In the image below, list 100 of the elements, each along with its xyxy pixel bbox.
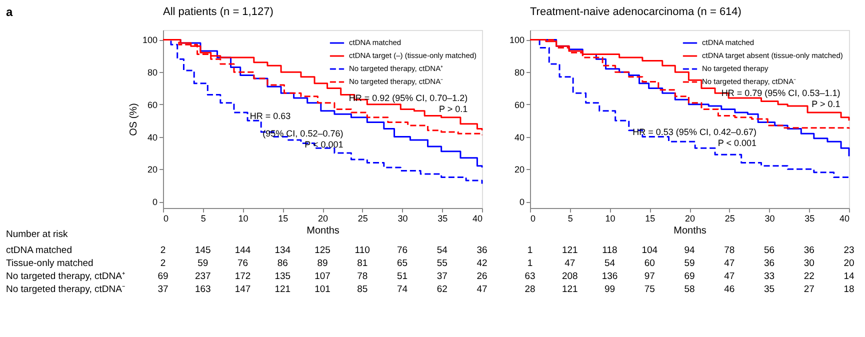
text: 60 bbox=[644, 258, 655, 269]
text: 36 bbox=[764, 258, 775, 269]
text: 54 bbox=[604, 258, 616, 269]
text: 69 bbox=[158, 271, 168, 282]
text: 78 bbox=[357, 271, 368, 282]
text: 121 bbox=[274, 284, 291, 295]
text: 172 bbox=[234, 271, 251, 282]
x-tick-label: 20 bbox=[684, 214, 696, 224]
text: 144 bbox=[234, 245, 251, 256]
annotation: HR = 0.63 bbox=[250, 110, 291, 121]
text: 47 bbox=[724, 258, 735, 269]
y-tick-label: 0 bbox=[519, 197, 524, 208]
text: 42 bbox=[476, 258, 488, 269]
text: 85 bbox=[357, 284, 368, 295]
x-tick-label: 15 bbox=[645, 214, 656, 224]
text: 58 bbox=[684, 284, 695, 295]
text: 1 bbox=[527, 258, 533, 269]
x-tick-label: 0 bbox=[530, 214, 536, 224]
text: 76 bbox=[396, 245, 408, 256]
text: 62 bbox=[436, 284, 448, 295]
text: 134 bbox=[274, 245, 291, 256]
text: 18 bbox=[844, 284, 854, 295]
y-tick-label: 100 bbox=[142, 35, 158, 46]
text: 59 bbox=[684, 258, 695, 269]
y-axis-title: OS (%) bbox=[128, 103, 140, 136]
text: 23 bbox=[844, 245, 854, 256]
x-tick-label: 40 bbox=[839, 214, 850, 224]
text: 104 bbox=[642, 245, 658, 256]
text: No targeted therapy, ctDNA⁻ bbox=[6, 284, 125, 295]
text: 36 bbox=[804, 245, 814, 256]
text: 28 bbox=[524, 284, 536, 295]
y-tick-label: 20 bbox=[514, 164, 524, 175]
annotation: HR = 0.53 (95% CI, 0.42–0.67) P < 0.001 bbox=[632, 126, 756, 148]
x-tick-label: 20 bbox=[318, 214, 328, 224]
x-tick-label: 25 bbox=[358, 214, 368, 224]
text: 2 bbox=[160, 258, 166, 269]
text: 51 bbox=[396, 271, 408, 282]
text: 2 bbox=[160, 245, 166, 256]
text: 121 bbox=[562, 284, 578, 295]
text: 36 bbox=[476, 245, 488, 256]
x-tick-label: 30 bbox=[764, 214, 775, 224]
text: 30 bbox=[804, 258, 814, 269]
y-tick-label: 80 bbox=[147, 68, 158, 78]
text: 107 bbox=[314, 271, 330, 282]
text: 47 bbox=[564, 258, 576, 269]
text: 14 bbox=[844, 271, 854, 282]
y-tick-label: 60 bbox=[147, 100, 158, 110]
text: 97 bbox=[644, 271, 655, 282]
text: 20 bbox=[844, 258, 854, 269]
y-tick-label: 100 bbox=[509, 35, 524, 46]
text: 59 bbox=[198, 258, 208, 269]
text: 135 bbox=[274, 271, 291, 282]
text: 65 bbox=[396, 258, 408, 269]
text: 118 bbox=[602, 245, 618, 256]
text: 47 bbox=[724, 271, 735, 282]
x-tick-label: 10 bbox=[605, 214, 616, 224]
y-tick-label: 60 bbox=[514, 100, 524, 110]
text: 27 bbox=[804, 284, 814, 295]
x-axis-title: Months bbox=[306, 226, 340, 236]
text: ctDNA matched bbox=[6, 245, 72, 256]
x-tick-label: 25 bbox=[724, 214, 735, 224]
text: 69 bbox=[684, 271, 695, 282]
text: 101 bbox=[314, 284, 330, 295]
chart-title: Treatment-naive adenocarcinoma (n = 614) bbox=[530, 6, 742, 18]
text: 86 bbox=[277, 258, 288, 269]
text: 75 bbox=[644, 284, 655, 295]
y-tick-label: 40 bbox=[514, 132, 524, 142]
text: a bbox=[6, 5, 13, 19]
text: 145 bbox=[194, 245, 211, 256]
x-tick-label: 5 bbox=[568, 214, 573, 224]
text: 22 bbox=[804, 271, 814, 282]
text: 147 bbox=[234, 284, 251, 295]
text: 99 bbox=[604, 284, 616, 295]
text: 54 bbox=[436, 245, 448, 256]
text: 208 bbox=[562, 271, 578, 282]
text: Tissue-only matched bbox=[6, 258, 94, 269]
text: 136 bbox=[602, 271, 618, 282]
text: No targeted therapy, ctDNA⁺ bbox=[6, 271, 125, 282]
text: 37 bbox=[158, 284, 168, 295]
x-tick-label: 10 bbox=[238, 214, 248, 224]
x-tick-label: 35 bbox=[438, 214, 448, 224]
text: 81 bbox=[357, 258, 368, 269]
y-tick-label: 20 bbox=[147, 164, 158, 175]
y-tick-label: 80 bbox=[514, 68, 524, 78]
text: 125 bbox=[314, 245, 330, 256]
text: 35 bbox=[764, 284, 775, 295]
text: 110 bbox=[354, 245, 370, 256]
x-tick-label: 0 bbox=[164, 214, 169, 224]
text: 1 bbox=[527, 245, 533, 256]
x-tick-label: 30 bbox=[398, 214, 408, 224]
text: 121 bbox=[562, 245, 578, 256]
text: 237 bbox=[194, 271, 211, 282]
text: 33 bbox=[764, 271, 775, 282]
text: 46 bbox=[724, 284, 735, 295]
y-tick-label: 40 bbox=[147, 132, 158, 142]
text: 26 bbox=[476, 271, 488, 282]
text: 47 bbox=[476, 284, 488, 295]
text: Number at risk bbox=[6, 229, 68, 240]
y-tick-label: 0 bbox=[152, 197, 158, 208]
text: 37 bbox=[436, 271, 448, 282]
